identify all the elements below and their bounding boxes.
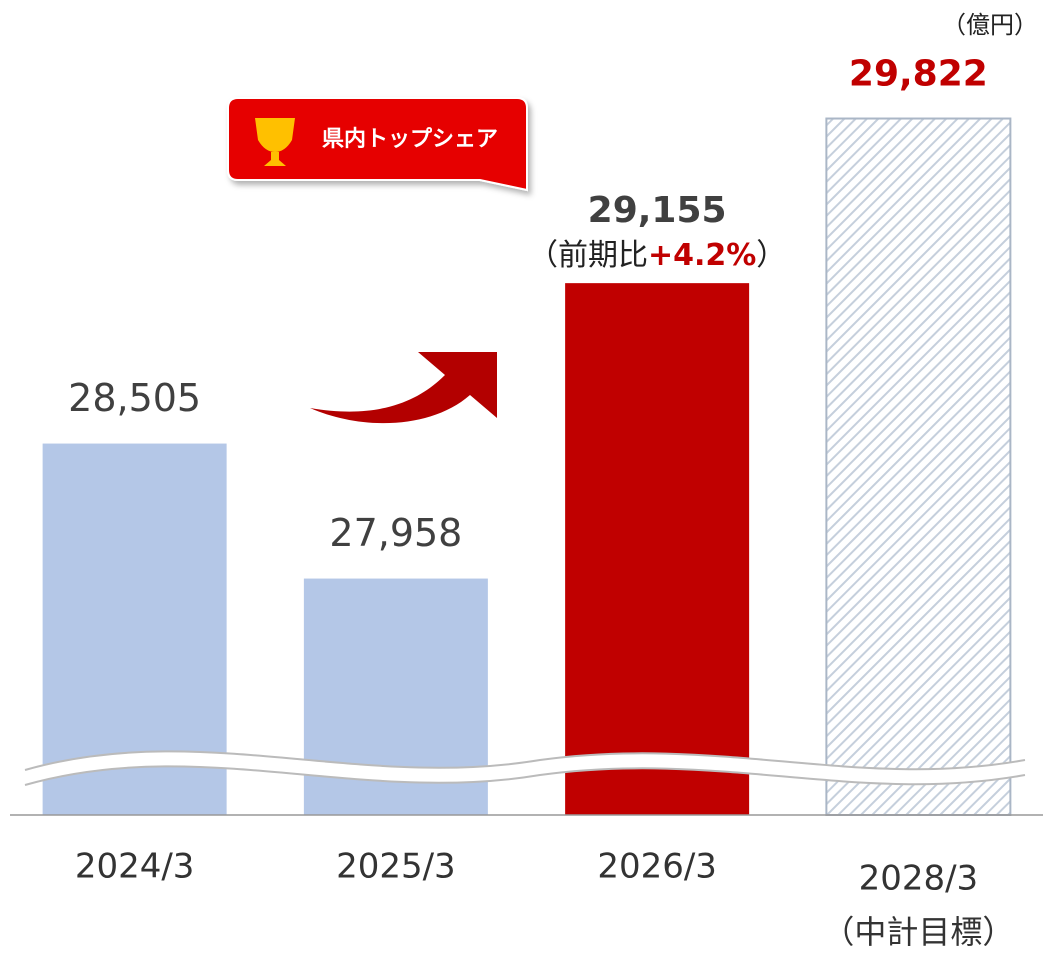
change-note-value: +4.2% <box>648 238 756 273</box>
x-tick-sublabel: （中計目標） <box>822 913 1014 951</box>
axis-break <box>25 751 1025 785</box>
x-tick-label: 2024/3 <box>75 847 195 887</box>
badge <box>227 97 528 192</box>
x-tick-label: 2025/3 <box>336 847 456 887</box>
growth-arrow <box>310 352 497 424</box>
axis-break-line <box>24 750 1026 771</box>
change-note: （前期比+4.2%） <box>528 238 786 273</box>
x-tick-label: 2026/3 <box>597 847 717 887</box>
change-note-prefix: （前期比 <box>528 238 648 273</box>
value-label: 28,505 <box>68 376 201 420</box>
badge-text: 県内トップシェア <box>322 127 498 152</box>
axis-break-line <box>24 765 1026 786</box>
value-label: 27,958 <box>329 511 462 555</box>
bars <box>42 117 1012 817</box>
change-note-suffix: ） <box>756 238 786 273</box>
value-label: 29,155 <box>588 190 727 231</box>
bar <box>565 283 750 815</box>
value-label: 29,822 <box>849 54 988 95</box>
bar <box>825 117 1012 817</box>
trophy-icon <box>255 118 295 166</box>
unit-label: （億円） <box>942 11 1038 39</box>
x-tick-label: 2028/3 <box>859 859 979 899</box>
